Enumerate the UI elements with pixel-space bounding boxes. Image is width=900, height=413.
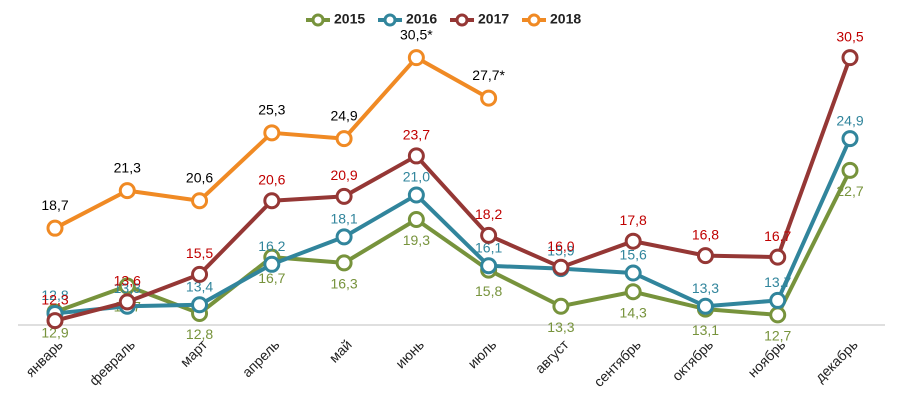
- x-tick-label: август: [532, 336, 572, 376]
- series-line: [54, 56, 852, 323]
- legend-marker: [311, 13, 325, 27]
- point: [480, 257, 498, 275]
- data-label: 15,9: [547, 242, 574, 258]
- point: [841, 49, 859, 67]
- data-label: 20,9: [330, 167, 357, 183]
- point: [46, 312, 64, 330]
- legend-label: 2016: [406, 11, 437, 27]
- x-tick-label: май: [326, 336, 355, 365]
- x-tick-label: сентябрь: [590, 336, 643, 389]
- point: [118, 182, 136, 200]
- x-tick-label: июль: [464, 336, 499, 371]
- data-label: 30,5: [836, 28, 863, 44]
- point: [46, 219, 64, 237]
- point: [191, 265, 209, 283]
- data-label: 16,0: [547, 238, 574, 254]
- data-label: 15,6: [620, 247, 647, 263]
- point: [263, 192, 281, 210]
- legend-label: 2018: [550, 11, 581, 27]
- legend-marker: [383, 13, 397, 27]
- data-label: 24,9: [836, 112, 863, 128]
- data-label: 13,3: [114, 280, 141, 296]
- point: [841, 130, 859, 148]
- point: [769, 248, 787, 266]
- point: [335, 130, 353, 148]
- data-label: 21,3: [114, 159, 141, 175]
- legend-marker: [527, 13, 541, 27]
- point: [191, 192, 209, 210]
- point: [624, 232, 642, 250]
- point: [407, 211, 425, 229]
- point: [696, 247, 714, 265]
- x-tick-label: январь: [22, 336, 65, 379]
- point: [552, 258, 570, 276]
- legend-marker: [455, 13, 469, 27]
- data-label: 18,7: [41, 197, 68, 213]
- point: [407, 49, 425, 67]
- data-label: 15,8: [475, 283, 502, 299]
- point: [769, 291, 787, 309]
- point: [118, 277, 136, 295]
- point: [624, 264, 642, 282]
- point: [335, 187, 353, 205]
- data-label: 27,7*: [472, 67, 505, 83]
- x-tick-label: декабрь: [812, 336, 861, 385]
- data-label: 20,6: [258, 171, 285, 187]
- data-label: 30,5*: [400, 26, 433, 42]
- data-label: 12,8: [41, 287, 68, 303]
- data-label: 16,3: [330, 276, 357, 292]
- point: [118, 293, 136, 311]
- data-label: 14,3: [620, 304, 647, 320]
- data-label: 16,8: [692, 226, 719, 242]
- point: [841, 161, 859, 179]
- data-label: 13,6: [114, 273, 141, 289]
- data-label: 13,1: [692, 322, 719, 338]
- data-label: 13,3: [692, 280, 719, 296]
- point: [696, 297, 714, 315]
- legend-label: 2015: [334, 11, 365, 27]
- data-label: 19,3: [403, 232, 430, 248]
- data-label: 12,7: [764, 328, 791, 344]
- data-label: 16,7: [258, 270, 285, 286]
- point: [335, 228, 353, 246]
- point: [263, 124, 281, 142]
- x-tick-label: июнь: [392, 336, 427, 371]
- x-tick-label: февраль: [86, 336, 138, 388]
- data-label: 24,9: [330, 107, 357, 123]
- data-label: 18,1: [330, 211, 357, 227]
- point: [480, 89, 498, 107]
- data-label: 22,7: [836, 183, 863, 199]
- point: [263, 255, 281, 273]
- data-label: 25,3: [258, 102, 285, 118]
- point: [624, 283, 642, 301]
- legend-label: 2017: [478, 11, 509, 27]
- data-label: 18,2: [475, 206, 502, 222]
- data-label: 20,6: [186, 169, 213, 185]
- data-label: 17,8: [620, 212, 647, 228]
- point: [769, 306, 787, 324]
- series-line: [54, 169, 852, 317]
- point: [407, 147, 425, 165]
- data-label: 13,7: [764, 274, 791, 290]
- data-label: 16,1: [475, 239, 502, 255]
- x-tick-label: апрель: [239, 336, 283, 380]
- data-label: 16,7: [764, 228, 791, 244]
- point: [480, 226, 498, 244]
- series-line: [54, 137, 852, 316]
- data-label: 13,4: [186, 278, 213, 294]
- x-tick-label: октябрь: [669, 336, 716, 383]
- point: [552, 297, 570, 315]
- data-label: 23,7: [403, 127, 430, 143]
- point: [335, 254, 353, 272]
- data-label: 13,3: [547, 319, 574, 335]
- data-label: 15,5: [186, 245, 213, 261]
- point: [191, 296, 209, 314]
- data-label: 21,0: [403, 169, 430, 185]
- data-label: 16,2: [258, 238, 285, 254]
- point: [407, 186, 425, 204]
- data-label: 12,8: [186, 326, 213, 342]
- data-label: 12,9: [41, 325, 68, 341]
- data-label: 12,3: [41, 291, 68, 307]
